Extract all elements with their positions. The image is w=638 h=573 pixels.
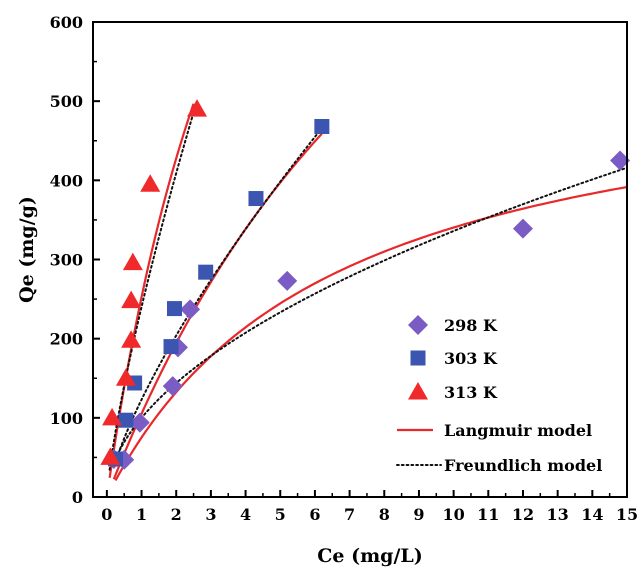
point-298k — [129, 412, 150, 433]
x-tick-label: 0 — [101, 505, 112, 524]
point-313k — [100, 447, 121, 465]
point-298k — [162, 376, 183, 397]
x-tick-label: 6 — [309, 505, 320, 524]
legend-marker-303k — [410, 350, 426, 366]
freundlich-curve-298k — [114, 166, 628, 460]
point-313k — [187, 99, 208, 117]
y-tick-label: 400 — [50, 171, 83, 190]
x-axis-label: Ce (mg/L) — [317, 545, 423, 567]
x-tick-label: 11 — [477, 505, 499, 524]
legend-label-303k: 303 K — [444, 349, 498, 368]
point-298k — [512, 218, 533, 239]
langmuir-curve-313k — [108, 103, 195, 478]
x-tick-label: 1 — [136, 505, 147, 524]
point-313k — [140, 174, 161, 192]
x-tick-label: 2 — [171, 505, 182, 524]
y-tick-label: 100 — [50, 409, 83, 428]
point-298k — [277, 270, 298, 291]
freundlich-curve-303k — [112, 127, 323, 468]
point-303k — [166, 301, 182, 317]
point-313k — [121, 290, 142, 309]
x-tick-label: 13 — [547, 505, 569, 524]
legend-entry-langmuir: Langmuir model — [397, 421, 592, 440]
x-tick-label: 5 — [275, 505, 286, 524]
ticks: 0 1 2 3 4 5 6 7 8 9 10 11 12 13 14 15010020030040050060… — [50, 13, 638, 524]
point-298k — [610, 150, 631, 171]
freundlich-curve-313k — [108, 105, 197, 471]
point-303k — [198, 264, 214, 280]
x-tick-label: 15 — [616, 505, 638, 524]
x-tick-label: 7 — [344, 505, 355, 524]
x-tick-label: 8 — [379, 505, 390, 524]
legend-label-313k: 313 K — [444, 383, 498, 402]
x-tick-label: 10 — [442, 505, 464, 524]
point-313k — [115, 368, 136, 386]
langmuir-curve-298k — [114, 185, 628, 481]
y-tick-label: 200 — [50, 330, 83, 349]
y-tick-label: 500 — [50, 92, 83, 111]
point-313k — [121, 330, 142, 348]
point-298k — [180, 299, 201, 320]
legend-label-298k: 298 K — [444, 316, 498, 335]
y-tick-label: 300 — [50, 251, 83, 270]
point-313k — [102, 407, 123, 426]
legend-marker-298k — [408, 315, 428, 335]
model-curves — [108, 103, 628, 481]
point-303k — [163, 339, 179, 355]
y-tick-label: 600 — [50, 13, 83, 32]
legend-entry-303k: 303 K — [410, 349, 498, 368]
x-tick-label: 14 — [581, 505, 603, 524]
point-303k — [248, 191, 264, 207]
point-313k — [122, 252, 143, 271]
y-axis-label: Qe (mg/g) — [16, 196, 38, 303]
legend-label-langmuir: Langmuir model — [444, 421, 592, 440]
legend-label-freundlich: Freundlich model — [444, 456, 602, 475]
x-tick-label: 3 — [205, 505, 216, 524]
legend-marker-313k — [408, 382, 428, 400]
y-tick-label: 0 — [72, 488, 83, 507]
data-points — [100, 99, 631, 470]
x-tick-label: 4 — [240, 505, 251, 524]
legend-entry-298k: 298 K — [408, 315, 498, 335]
x-tick-label: 12 — [512, 505, 534, 524]
legend-entry-freundlich: Freundlich model — [396, 456, 602, 475]
x-tick-label: 9 — [413, 505, 424, 524]
legend-entry-313k: 313 K — [408, 382, 498, 402]
point-303k — [314, 119, 330, 134]
point-303k — [118, 412, 134, 428]
legend: 298 K 303 K 313 K Langmuir model Freundl… — [396, 315, 602, 475]
